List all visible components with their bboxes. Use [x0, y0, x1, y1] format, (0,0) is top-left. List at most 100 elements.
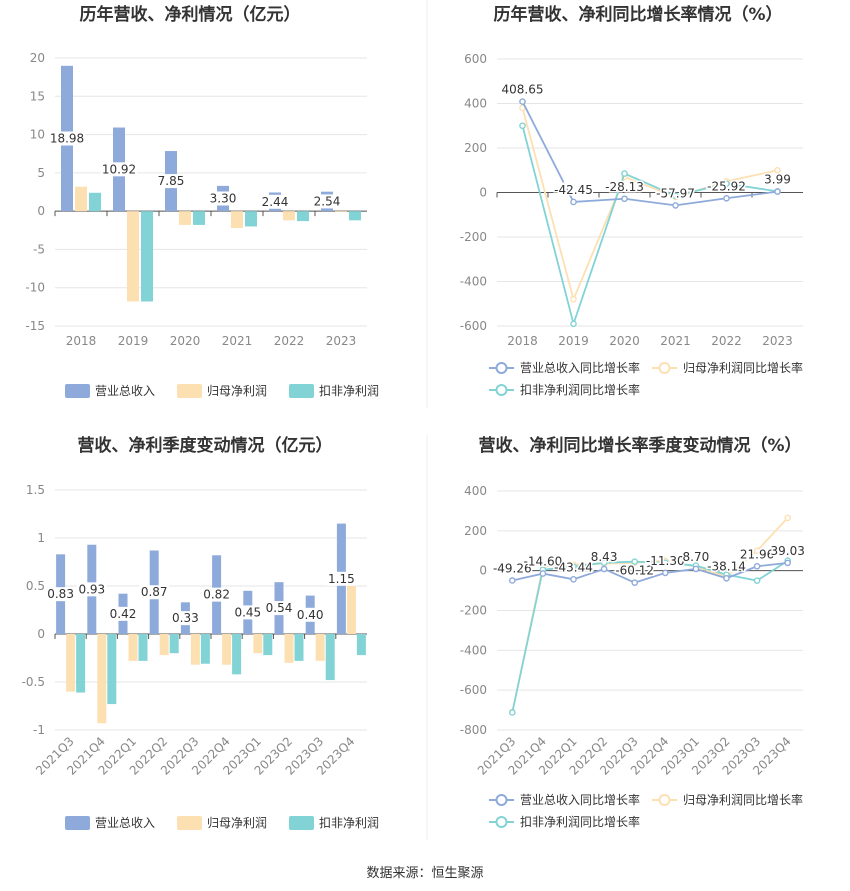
y-tick-label: 0	[479, 564, 487, 578]
y-tick-label: -600	[460, 319, 487, 333]
legend-label: 营业总收入	[95, 384, 155, 398]
y-tick-label: 0	[479, 186, 487, 200]
y-tick-label: 15	[30, 89, 45, 103]
bar-deducted-profit	[169, 634, 179, 654]
bar-deducted-profit	[294, 634, 304, 661]
bar-net-profit	[222, 634, 232, 665]
x-tick-label: 2018	[66, 334, 97, 348]
y-tick-label: -400	[460, 643, 487, 657]
data-label-bg	[170, 611, 201, 626]
data-label: 7.85	[158, 174, 185, 188]
bar-net-profit	[159, 634, 169, 656]
line-point	[662, 569, 669, 577]
bar-deducted-profit	[356, 634, 366, 656]
legend-label: 归母净利润	[207, 384, 267, 398]
y-tick-label: 0	[37, 627, 45, 641]
line-point	[519, 122, 526, 130]
x-tick-label: 2021	[222, 334, 253, 348]
data-label: -42.45	[554, 183, 593, 197]
bar-deducted-profit	[89, 192, 101, 212]
legend-swatch	[65, 816, 90, 830]
line-point	[723, 574, 730, 582]
data-label-bg	[45, 587, 76, 602]
data-label: -38.14	[707, 559, 746, 573]
data-label: -60.12	[615, 564, 654, 578]
line-point	[631, 579, 639, 586]
line-point	[662, 559, 669, 567]
data-label: 8.43	[591, 550, 618, 564]
line-revenue-growth	[512, 561, 788, 584]
chart-title: 营收、净利同比增长率季度变动情况（%）	[478, 435, 801, 456]
legend-label: 营业总收入同比增长率	[520, 360, 640, 375]
line-net-profit-growth	[521, 107, 778, 303]
bar-deducted-profit	[325, 634, 335, 681]
legend-swatch	[289, 816, 314, 830]
line-revenue-growth	[521, 101, 778, 207]
bar-net-profit	[283, 211, 295, 221]
bar-deducted-profit	[232, 634, 242, 675]
data-label: -43.44	[554, 560, 593, 574]
data-label-bg	[139, 585, 170, 600]
y-tick-label: -200	[460, 604, 487, 618]
bar-net-profit	[190, 634, 200, 665]
legend-swatch	[177, 384, 202, 398]
data-label: 21.96	[740, 547, 774, 561]
x-tick-label: 2022	[711, 334, 742, 348]
data-label: 0.33	[172, 611, 199, 625]
line-point	[508, 709, 516, 716]
line-point	[753, 562, 761, 570]
y-tick-label: -0.5	[22, 675, 45, 689]
bar-net-profit	[75, 186, 87, 212]
bar-deducted-profit	[141, 211, 153, 302]
x-tick-label: 2019	[118, 334, 149, 348]
bar-net-profit	[315, 634, 325, 661]
y-tick-label: 200	[464, 141, 487, 155]
data-label: 3.30	[210, 192, 237, 206]
bar-net-profit	[179, 211, 191, 225]
bar-deducted-profit	[107, 634, 117, 705]
y-tick-label: 0	[37, 204, 45, 218]
data-label: 0.87	[141, 585, 168, 599]
bar-net-profit	[128, 634, 138, 661]
line-point	[753, 547, 761, 555]
bar-net-profit	[231, 211, 243, 228]
x-tick-label: 2023	[762, 334, 793, 348]
bar-net-profit	[335, 211, 347, 212]
data-label: 18.98	[50, 131, 84, 145]
y-tick-label: 200	[464, 524, 487, 538]
data-label: 2.54	[314, 194, 341, 208]
data-label-bg	[312, 194, 342, 209]
chart-annual-profit: 历年营收、净利情况（亿元） -15 -10 -5 0 5 10 15 20 2018 2019 202…	[25, 4, 379, 398]
bar-net-profit	[97, 634, 107, 724]
legend-swatch	[289, 384, 314, 398]
line-point	[784, 559, 792, 567]
y-tick-label: 600	[464, 52, 487, 66]
line-point	[570, 198, 577, 206]
data-label: -25.92	[707, 179, 746, 193]
legend-swatch	[177, 816, 202, 830]
bar-net-profit	[346, 584, 356, 634]
line-deducted-profit-growth	[511, 559, 789, 713]
data-label-bg	[295, 607, 326, 622]
data-label-bg	[48, 131, 86, 146]
legend-label: 归母净利润同比增长率	[683, 360, 803, 375]
chart-title: 历年营收、净利情况（亿元）	[80, 4, 301, 25]
bar-net-profit	[284, 634, 294, 663]
x-tick-label: 2020	[609, 334, 640, 348]
legend-marker	[658, 794, 671, 806]
chart-title: 历年营收、净利同比增长率情况（%）	[493, 4, 782, 25]
legend-marker	[495, 384, 508, 396]
y-tick-label: -1	[33, 723, 45, 737]
data-label: 3.99	[764, 173, 791, 187]
y-tick-label: -15	[25, 319, 45, 333]
chart-title: 营收、净利季度变动情况（亿元）	[78, 435, 333, 456]
line-point	[784, 514, 792, 522]
bar-net-profit	[253, 634, 263, 654]
line-point	[774, 166, 781, 174]
data-label: 39.03	[771, 544, 805, 558]
y-tick-label: 5	[37, 166, 45, 180]
legend-label: 营业总收入	[95, 816, 155, 830]
line-point	[570, 576, 577, 583]
legend-marker	[658, 362, 671, 374]
legend-label: 归母净利润同比增长率	[683, 792, 803, 807]
